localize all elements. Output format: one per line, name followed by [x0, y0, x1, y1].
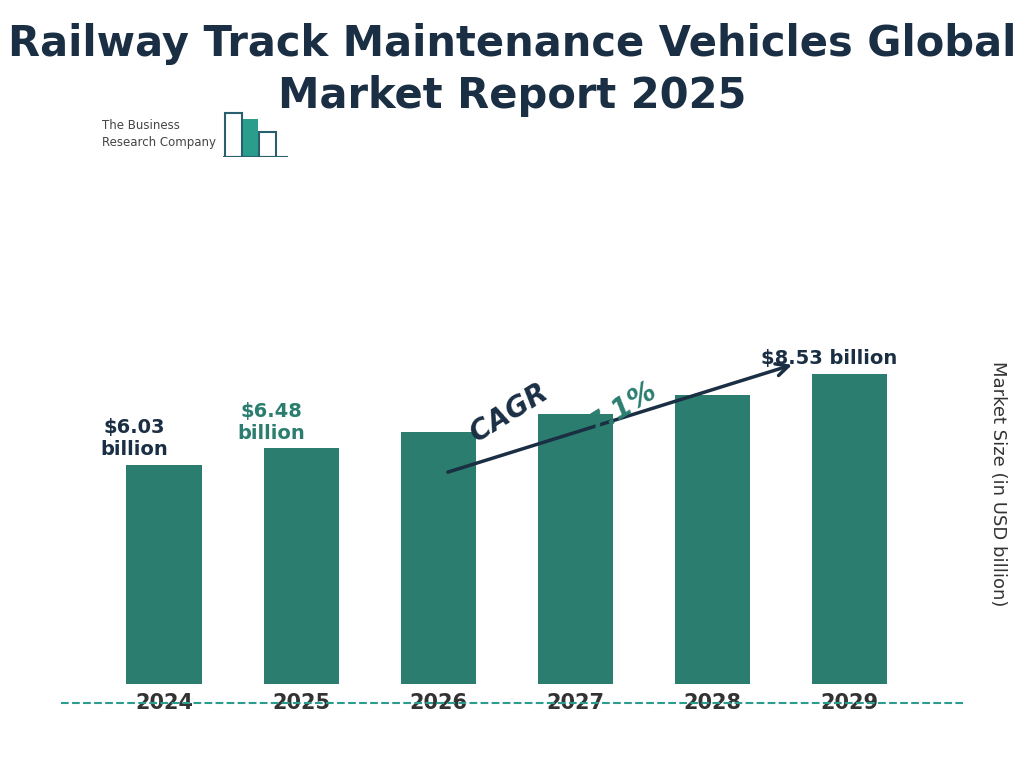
Bar — [127, 465, 202, 684]
Bar — [243, 119, 258, 157]
Bar — [225, 113, 242, 157]
Bar — [259, 131, 275, 157]
Text: 7.1%: 7.1% — [583, 376, 663, 440]
Bar — [263, 449, 339, 684]
Text: $6.03
billion: $6.03 billion — [100, 418, 168, 459]
Bar — [812, 374, 887, 684]
Text: $8.53 billion: $8.53 billion — [761, 349, 897, 369]
Text: The Business
Research Company: The Business Research Company — [102, 119, 216, 149]
Text: Railway Track Maintenance Vehicles Global
Market Report 2025: Railway Track Maintenance Vehicles Globa… — [8, 23, 1016, 117]
Bar — [400, 432, 476, 684]
Text: CAGR: CAGR — [466, 374, 562, 449]
Text: Market Size (in USD billion): Market Size (in USD billion) — [989, 361, 1008, 607]
Bar — [675, 395, 751, 684]
Bar — [538, 414, 613, 684]
Text: $6.48
billion: $6.48 billion — [238, 402, 305, 443]
